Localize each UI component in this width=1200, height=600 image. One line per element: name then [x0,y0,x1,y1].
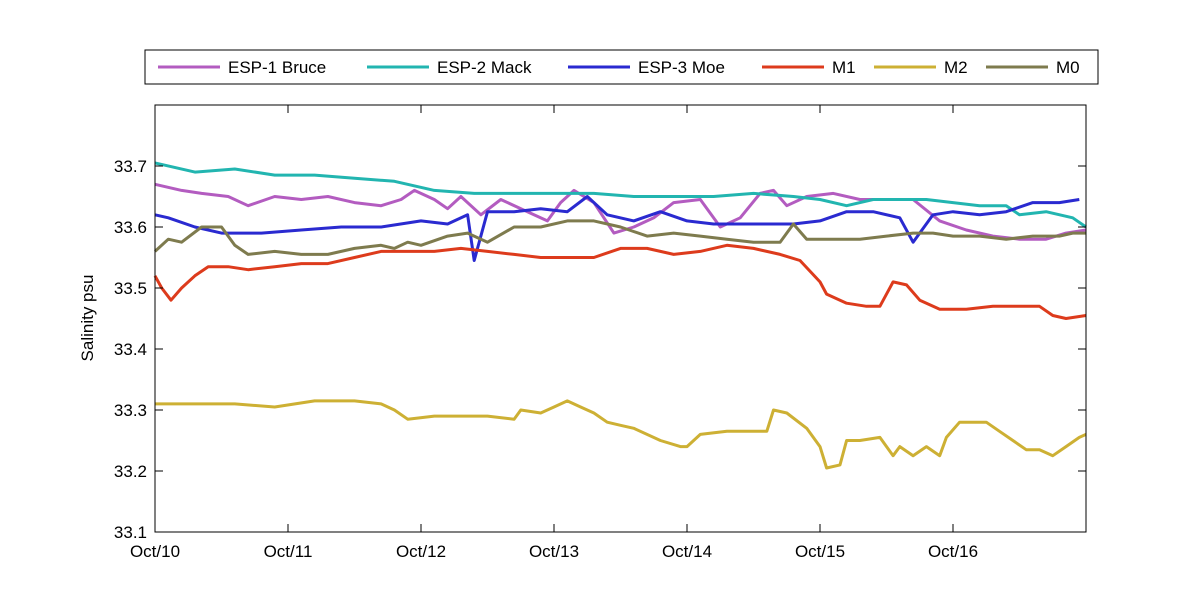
series-layer [153,161,1087,470]
x-tick-label: Oct/13 [529,542,579,561]
legend: ESP-1 Bruce ESP-2 Mack ESP-3 Moe M1 M2 M0 [144,49,1099,85]
y-tick-label: 33.1 [114,523,147,542]
legend-label-m1: M1 [832,58,856,77]
x-tick-label: Oct/12 [396,542,446,561]
x-axis: Oct/10 Oct/11 Oct/12 Oct/13 Oct/14 Oct/15 Oct/… [130,105,978,561]
y-tick-label: 33.2 [114,462,147,481]
series-line-m1 [153,243,1087,320]
x-tick-label: Oct/14 [662,542,712,561]
series-line-esp-3-moe [154,195,1080,262]
x-tick-label: Oct/15 [795,542,845,561]
x-tick-label: Oct/16 [928,542,978,561]
plot-frame [154,104,1087,533]
y-tick-label: 33.4 [114,340,147,359]
legend-label-esp-1-bruce: ESP-1 Bruce [228,58,326,77]
series-line-m0 [153,219,1086,256]
legend-label-m0: M0 [1056,58,1080,77]
y-axis-label: Salinity psu [78,275,97,362]
x-tick-label: Oct/10 [130,542,180,561]
legend-label-esp-3-moe: ESP-3 Moe [638,58,725,77]
y-tick-label: 33.5 [114,279,147,298]
x-tick-label: Oct/11 [264,542,313,561]
legend-label-esp-2-mack: ESP-2 Mack [437,58,532,77]
y-tick-label: 33.6 [114,218,147,237]
y-tick-label: 33.7 [114,157,147,176]
legend-label-m2: M2 [944,58,968,77]
series-line-m2 [155,399,1087,470]
legend-entries: ESP-1 Bruce ESP-2 Mack ESP-3 Moe M1 M2 M0 [158,58,1080,77]
series-line-esp-2-mack [154,161,1087,229]
y-tick-label: 33.3 [114,401,147,420]
y-axis: 33.1 33.2 33.3 33.4 33.5 33.6 33.7 [114,157,1086,542]
